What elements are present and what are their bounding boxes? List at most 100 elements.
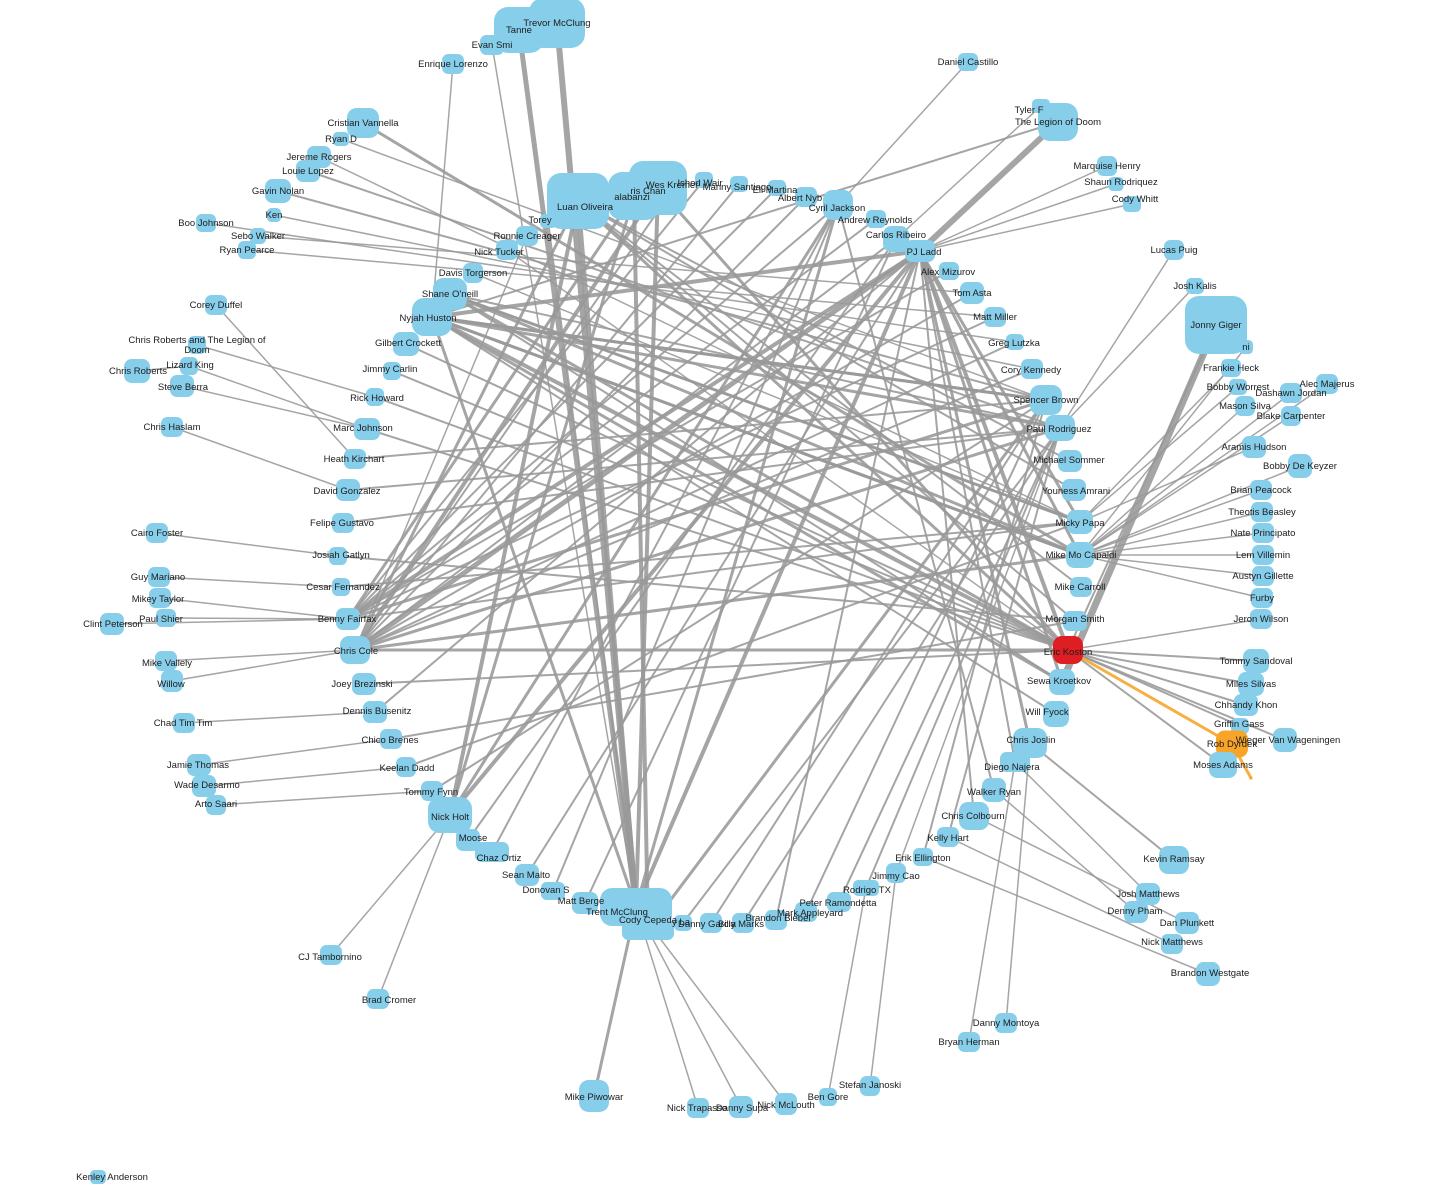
node-eli-martina[interactable] xyxy=(768,180,786,196)
node-denny-pham[interactable] xyxy=(1124,901,1148,923)
node-mike-vallely[interactable] xyxy=(155,651,177,671)
node-ni[interactable] xyxy=(1239,340,1253,354)
node-kelly-hart[interactable] xyxy=(937,827,959,847)
node-boo-johnson[interactable] xyxy=(196,214,216,232)
node-arto-saari[interactable] xyxy=(206,795,226,815)
node-billy-marks[interactable] xyxy=(732,913,754,933)
node-peter-ramondetta[interactable] xyxy=(827,892,851,912)
node-luan-oliveira[interactable] xyxy=(547,173,609,229)
node-nick-matthews[interactable] xyxy=(1161,934,1183,954)
node-brad-cromer[interactable] xyxy=(367,989,389,1009)
node-youness-amrani[interactable] xyxy=(1062,479,1086,501)
node-chris-colbourn[interactable] xyxy=(959,802,989,830)
node-moose[interactable] xyxy=(456,829,480,851)
node-theotis-beasley[interactable] xyxy=(1251,502,1273,522)
node-bobby-de-keyzer[interactable] xyxy=(1288,454,1312,478)
node-shaun-rodriquez[interactable] xyxy=(1108,177,1124,191)
node-michael-sommer[interactable] xyxy=(1058,450,1082,472)
node-jimmy-cao[interactable] xyxy=(886,863,906,883)
node-rob-dyrdek[interactable] xyxy=(1216,730,1248,758)
node-josh-matthews[interactable] xyxy=(1136,883,1160,905)
node-joey-brezinski[interactable] xyxy=(352,673,376,695)
node-lucas-puig[interactable] xyxy=(1164,240,1184,260)
node-torey[interactable] xyxy=(540,214,556,228)
node-mikey-taylor[interactable] xyxy=(149,588,171,608)
node-danny-garcia[interactable] xyxy=(700,913,722,933)
node-guy-mariano[interactable] xyxy=(148,567,170,587)
node-daniel-castillo[interactable] xyxy=(958,53,978,71)
node-wade-desarmo[interactable] xyxy=(192,775,216,797)
node-mark-appleyard[interactable] xyxy=(795,902,817,922)
node-crtlod[interactable] xyxy=(188,336,206,354)
node-sewa-kroetkov[interactable] xyxy=(1049,669,1075,695)
node-furby[interactable] xyxy=(1251,588,1273,608)
node-matt-berge[interactable] xyxy=(572,892,598,914)
node-greg-lutzka[interactable] xyxy=(1006,334,1024,350)
node-alec-majerus[interactable] xyxy=(1316,374,1338,394)
node-chris-chann[interactable] xyxy=(629,161,687,215)
node-rodrigo-tx[interactable] xyxy=(853,880,879,896)
node-tommy-fynn[interactable] xyxy=(421,781,443,801)
node-bobby-worrest[interactable] xyxy=(1229,379,1247,395)
node-aramis-hudson[interactable] xyxy=(1242,436,1266,458)
node-carlos-ribeiro[interactable] xyxy=(883,226,909,252)
node-spencer-brown[interactable] xyxy=(1030,385,1062,415)
node-enrique-lorenzo[interactable] xyxy=(442,54,464,74)
node-chris-haslam[interactable] xyxy=(161,417,183,437)
node-brandon-westgate[interactable] xyxy=(1196,962,1220,986)
node-kevin-ramsay[interactable] xyxy=(1159,846,1189,874)
node-blake-carpenter[interactable] xyxy=(1281,406,1301,426)
node-nick-trapasso[interactable] xyxy=(687,1098,709,1118)
node-felipe-gustavo[interactable] xyxy=(332,513,354,533)
node-moses-adams[interactable] xyxy=(1209,752,1237,778)
node-micky-papa[interactable] xyxy=(1067,510,1093,534)
node-chaz-ortiz[interactable] xyxy=(475,842,509,862)
node-steve-berra[interactable] xyxy=(170,375,194,397)
node-wes-kremer[interactable] xyxy=(666,176,686,194)
node-miles-silvas[interactable] xyxy=(1238,672,1264,696)
node-benny-fairfax[interactable] xyxy=(336,608,360,630)
node-david-gonzalez[interactable] xyxy=(336,479,360,501)
node-corey-duffel[interactable] xyxy=(205,295,227,315)
node-pj-ladd[interactable] xyxy=(905,240,935,262)
node-chris-roberts[interactable] xyxy=(124,359,150,383)
node-trent-mcclung[interactable] xyxy=(600,888,672,926)
node-louie-lopez[interactable] xyxy=(296,160,320,182)
node-josiah-gatlyn[interactable] xyxy=(329,547,347,565)
node-andrew-reynolds[interactable] xyxy=(866,210,886,228)
node-rick-howard[interactable] xyxy=(366,388,384,406)
node-mike-mo-capaldi[interactable] xyxy=(1066,542,1094,568)
node-frankie-heck[interactable] xyxy=(1221,359,1241,377)
node-jonny-giger[interactable] xyxy=(1185,296,1247,354)
node-ronnie-creager[interactable] xyxy=(516,226,538,246)
node-nyjah-huston[interactable] xyxy=(412,298,452,336)
node-tom-asta[interactable] xyxy=(960,282,984,304)
node-y-la[interactable] xyxy=(674,915,692,931)
node-cory-kennedy[interactable] xyxy=(1021,359,1043,379)
node-keelan-dadd[interactable] xyxy=(396,757,416,777)
node-jeron-wilson[interactable] xyxy=(1250,609,1272,629)
node-paul-shier[interactable] xyxy=(156,609,176,627)
node-sean-malto[interactable] xyxy=(515,864,539,886)
node-marc-johnson[interactable] xyxy=(354,418,380,440)
node-ryan-pearce[interactable] xyxy=(238,241,256,259)
node-chris-cole[interactable] xyxy=(340,636,370,664)
node-cesar-fernandez[interactable] xyxy=(332,578,350,596)
node-nick-holt[interactable] xyxy=(428,797,472,833)
node-alex-mizurov[interactable] xyxy=(939,262,959,280)
node-manny-santiago[interactable] xyxy=(730,176,748,192)
node-ken[interactable] xyxy=(267,208,281,222)
node-chris-joslin[interactable] xyxy=(1013,728,1047,758)
node-erik-ellington[interactable] xyxy=(913,848,933,866)
node-dashawn-jordan[interactable] xyxy=(1280,383,1302,403)
node-donovan-s[interactable] xyxy=(541,882,565,900)
node-ben-gore[interactable] xyxy=(819,1088,837,1106)
node-chhandy-khon[interactable] xyxy=(1234,694,1258,716)
node-eric-koston[interactable] xyxy=(1053,636,1083,664)
node-clint-peterson[interactable] xyxy=(100,613,124,635)
node-danny-supa[interactable] xyxy=(729,1096,753,1118)
node-josh-kalis[interactable] xyxy=(1186,278,1204,294)
node-bryan-herman[interactable] xyxy=(958,1032,980,1052)
node-morgan-smith[interactable] xyxy=(1063,611,1087,631)
